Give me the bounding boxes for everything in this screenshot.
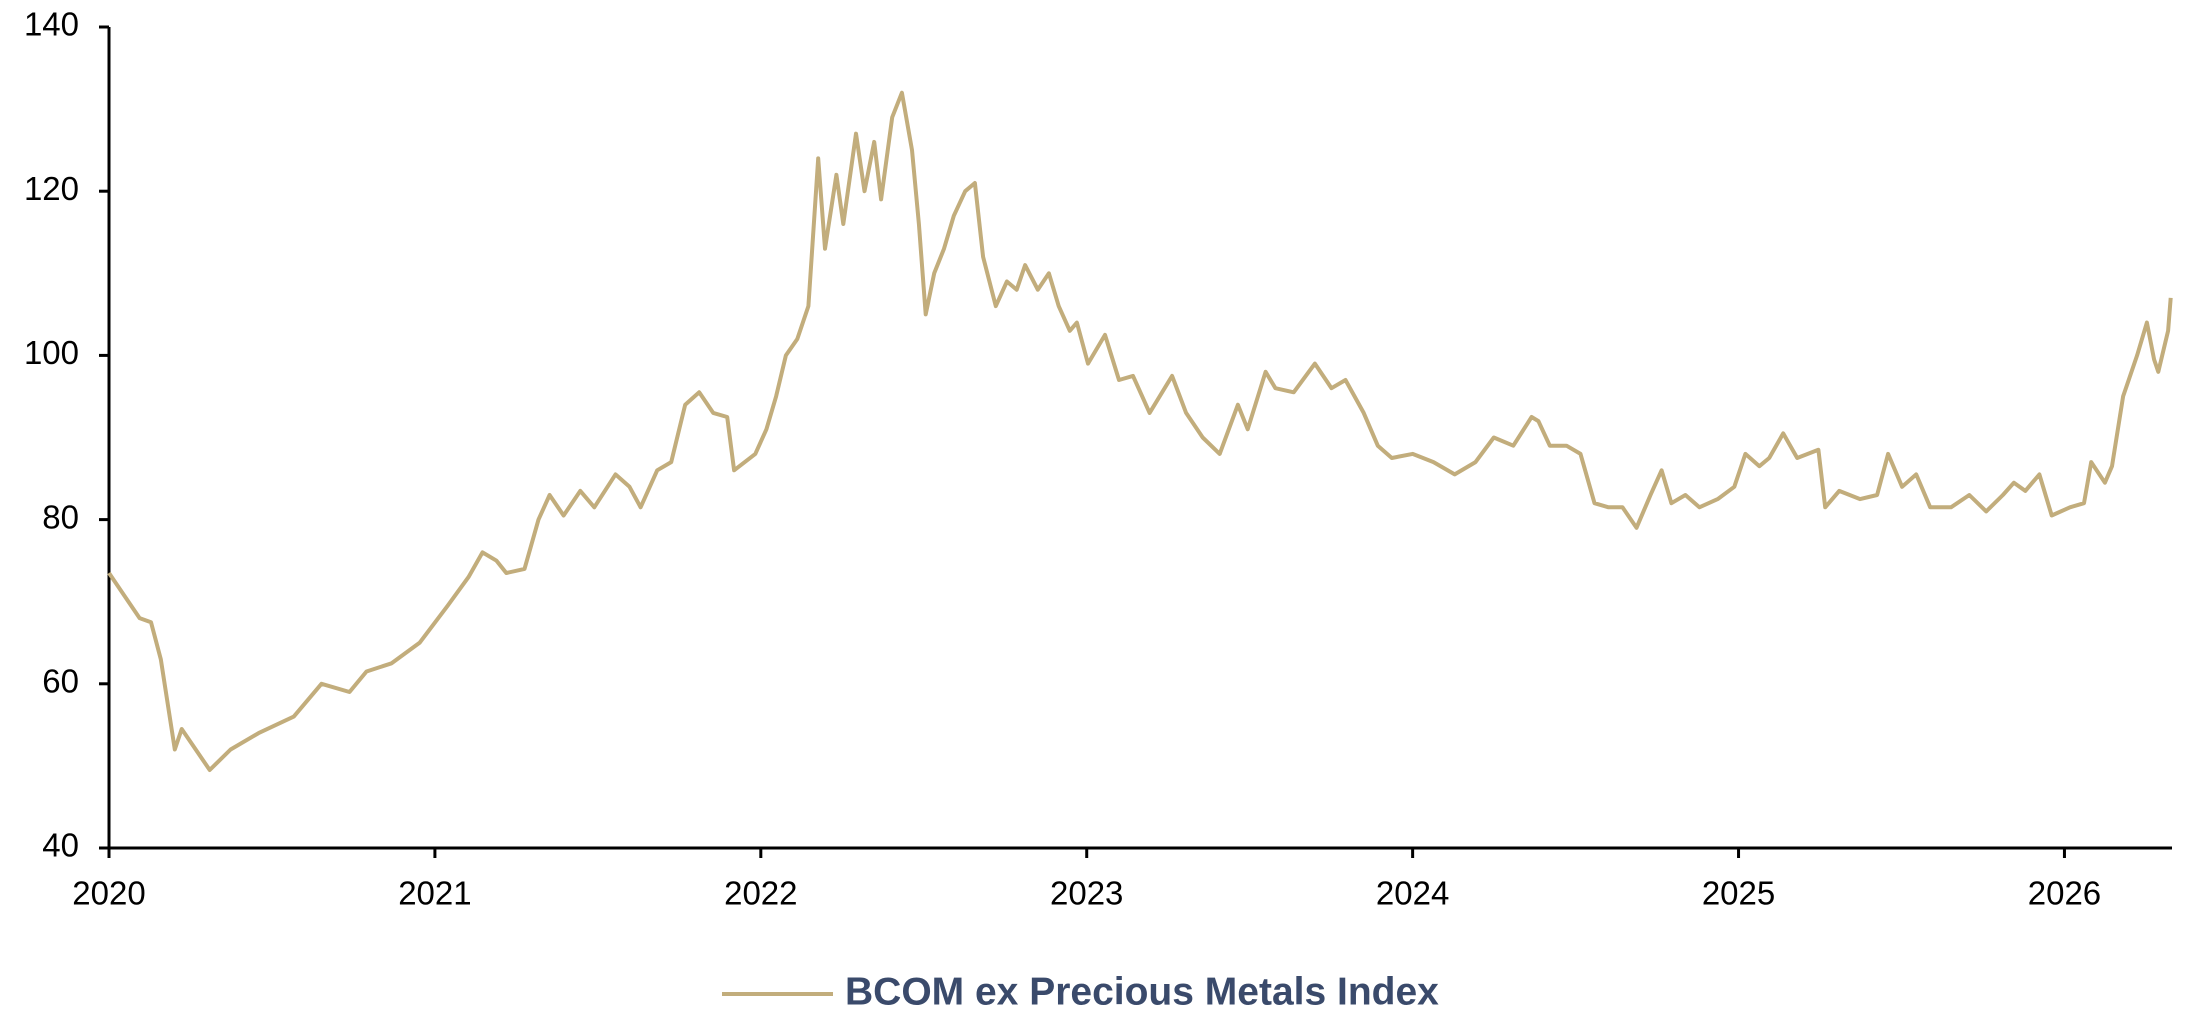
y-tick-label: 80 — [42, 498, 79, 535]
x-tick-label: 2026 — [2028, 875, 2101, 912]
x-tick-label: 2022 — [724, 875, 797, 912]
x-tick-label: 2021 — [398, 875, 471, 912]
y-tick-label: 60 — [42, 663, 79, 700]
y-tick-label: 140 — [24, 6, 79, 43]
x-tick-label: 2024 — [1376, 875, 1449, 912]
x-tick-label: 2025 — [1702, 875, 1775, 912]
x-tick-label: 2023 — [1050, 875, 1123, 912]
x-tick-label: 2020 — [72, 875, 145, 912]
legend-label: BCOM ex Precious Metals Index — [845, 970, 1439, 1013]
y-tick-label: 40 — [42, 827, 79, 864]
line-series — [107, 90, 2173, 772]
y-tick-label: 100 — [24, 334, 79, 371]
y-tick-label: 120 — [24, 170, 79, 207]
